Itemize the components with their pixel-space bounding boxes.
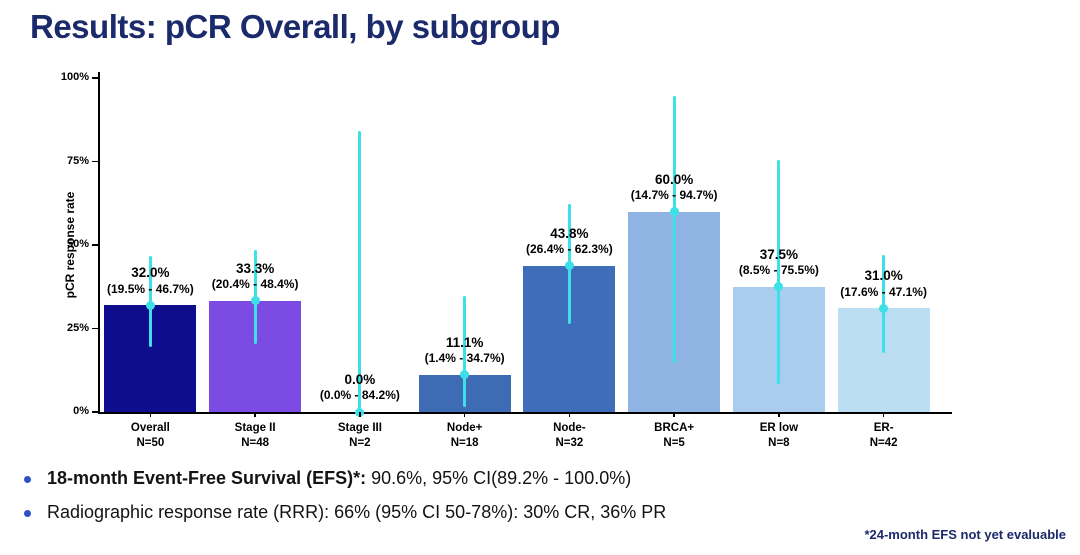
category-label-stage-ii: Stage II N=48 bbox=[185, 421, 325, 451]
category-n-brca-pos: N=5 bbox=[663, 436, 685, 449]
y-axis-line bbox=[98, 72, 100, 412]
category-label-node-neg: Node- N=32 bbox=[499, 421, 639, 451]
y-tick-mark bbox=[92, 244, 98, 246]
category-name-node-neg: Node- bbox=[553, 422, 586, 434]
ci-text-er-neg: (17.6% - 47.1%) bbox=[840, 284, 927, 299]
y-tick-label: 25% bbox=[66, 321, 89, 334]
bullet-efs-text: 90.6%, 95% CI(89.2% - 100.0%) bbox=[366, 468, 632, 488]
bullet-marker-icon bbox=[24, 510, 31, 517]
category-label-er-low: ER low N=8 bbox=[709, 421, 849, 451]
bullet-rrr-content: Radiographic response rate (RRR): 66% (9… bbox=[47, 502, 666, 523]
y-tick-label: 0% bbox=[73, 405, 89, 417]
value-label-er-neg: 31.0% (17.6% - 47.1%) bbox=[809, 268, 959, 299]
error-bar-brca-pos bbox=[672, 95, 676, 363]
x-axis-line bbox=[98, 412, 952, 414]
bullet-marker-icon bbox=[24, 476, 31, 483]
bullet-efs: 18-month Event-Free Survival (EFS)*: 90.… bbox=[20, 468, 1065, 489]
point-estimate-node-neg bbox=[564, 261, 574, 271]
category-name-overall: Overall bbox=[130, 422, 170, 434]
error-bar-er-neg bbox=[882, 254, 886, 354]
category-label-er-neg: ER- N=42 bbox=[814, 421, 954, 451]
y-tick-mark bbox=[92, 77, 98, 79]
value-label-node-neg: 43.8% (26.4% - 62.3%) bbox=[494, 226, 644, 257]
value-text-er-low: 37.5% bbox=[759, 246, 799, 262]
x-tick-mark bbox=[463, 412, 466, 417]
category-label-overall: Overall N=50 bbox=[80, 421, 220, 451]
category-n-stage-ii: N=48 bbox=[241, 436, 270, 449]
y-tick-label: 100% bbox=[60, 71, 89, 83]
ci-text-stage-iii: (0.0% - 84.2%) bbox=[319, 388, 400, 403]
category-label-brca-pos: BRCA+ N=5 bbox=[604, 421, 744, 451]
point-estimate-er-neg bbox=[879, 303, 889, 313]
point-estimate-overall bbox=[145, 300, 155, 310]
point-estimate-node-pos bbox=[460, 370, 470, 380]
value-text-brca-pos: 60.0% bbox=[654, 171, 694, 187]
ci-text-overall: (19.5% - 46.7%) bbox=[107, 281, 194, 296]
category-n-overall: N=50 bbox=[136, 436, 165, 449]
value-label-stage-iii: 0.0% (0.0% - 84.2%) bbox=[285, 372, 435, 403]
bullet-rrr-text: Radiographic response rate (RRR): 66% (9… bbox=[47, 502, 667, 522]
y-tick-mark bbox=[92, 160, 98, 163]
value-label-brca-pos: 60.0% (14.7% - 94.7%) bbox=[599, 172, 749, 203]
category-name-node-pos: Node+ bbox=[446, 422, 483, 434]
value-label-overall: 32.0% (19.5% - 46.7%) bbox=[75, 265, 225, 296]
bullet-efs-content: 18-month Event-Free Survival (EFS)*: 90.… bbox=[47, 468, 631, 489]
value-text-node-pos: 11.1% bbox=[445, 334, 484, 350]
x-tick-mark bbox=[254, 412, 256, 417]
category-name-er-neg: ER- bbox=[873, 422, 894, 434]
category-n-node-neg: N=32 bbox=[555, 436, 584, 449]
x-tick-mark bbox=[568, 412, 571, 417]
category-name-stage-ii: Stage II bbox=[234, 422, 276, 434]
value-label-node-pos: 11.1% (1.4% - 34.7%) bbox=[390, 335, 540, 366]
ci-text-er-low: (8.5% - 75.5%) bbox=[738, 263, 819, 278]
category-name-stage-iii: Stage III bbox=[337, 422, 382, 434]
x-tick-mark bbox=[359, 412, 361, 417]
ci-text-node-neg: (26.4% - 62.3%) bbox=[526, 242, 613, 257]
x-tick-mark bbox=[778, 412, 780, 417]
category-name-er-low: ER low bbox=[759, 422, 799, 434]
y-tick-mark bbox=[92, 411, 98, 413]
error-bar-stage-iii bbox=[358, 130, 362, 412]
summary-bullets: 18-month Event-Free Survival (EFS)*: 90.… bbox=[20, 468, 1065, 536]
value-text-stage-ii: 33.3% bbox=[235, 260, 275, 276]
category-name-brca-pos: BRCA+ bbox=[654, 422, 695, 434]
bullet-rrr: Radiographic response rate (RRR): 66% (9… bbox=[20, 502, 1065, 523]
ci-text-brca-pos: (14.7% - 94.7%) bbox=[630, 188, 718, 203]
ci-text-node-pos: (1.4% - 34.7%) bbox=[424, 351, 505, 366]
category-n-node-pos: N=18 bbox=[450, 436, 479, 449]
ci-text-stage-ii: (20.4% - 48.4%) bbox=[211, 277, 299, 292]
bullet-efs-bold: 18-month Event-Free Survival (EFS)*: bbox=[47, 468, 367, 488]
y-tick-label: 75% bbox=[66, 154, 89, 167]
point-estimate-stage-ii bbox=[250, 296, 260, 306]
category-n-stage-iii: N=2 bbox=[349, 436, 371, 449]
point-estimate-brca-pos bbox=[669, 207, 679, 217]
x-tick-mark bbox=[673, 412, 675, 417]
footnote: *24-month EFS not yet evaluable bbox=[864, 527, 1066, 542]
value-label-stage-ii: 33.3% (20.4% - 48.4%) bbox=[180, 261, 330, 292]
category-n-er-neg: N=42 bbox=[869, 436, 898, 449]
category-label-node-pos: Node+ N=18 bbox=[395, 421, 535, 451]
error-bar-er-low bbox=[777, 159, 781, 384]
value-text-er-neg: 31.0% bbox=[864, 268, 903, 284]
category-label-stage-iii: Stage III N=2 bbox=[290, 421, 430, 451]
slide-title: Results: pCR Overall, by subgroup bbox=[30, 8, 560, 45]
error-bar-node-pos bbox=[463, 296, 467, 408]
category-n-er-low: N=8 bbox=[768, 436, 790, 449]
pcr-bar-chart: pCR response rate 0% 25% 50% 75% 100% 32.0% (1… bbox=[60, 60, 1070, 462]
value-text-overall: 32.0% bbox=[131, 265, 170, 281]
value-text-node-neg: 43.8% bbox=[550, 225, 589, 241]
value-label-er-low: 37.5% (8.5% - 75.5%) bbox=[704, 247, 854, 278]
x-tick-mark bbox=[149, 412, 152, 417]
y-tick-label: 50% bbox=[66, 238, 89, 250]
value-text-stage-iii: 0.0% bbox=[344, 372, 376, 387]
x-tick-mark bbox=[882, 412, 885, 417]
point-estimate-er-low bbox=[774, 282, 784, 292]
y-tick-mark bbox=[92, 327, 98, 330]
